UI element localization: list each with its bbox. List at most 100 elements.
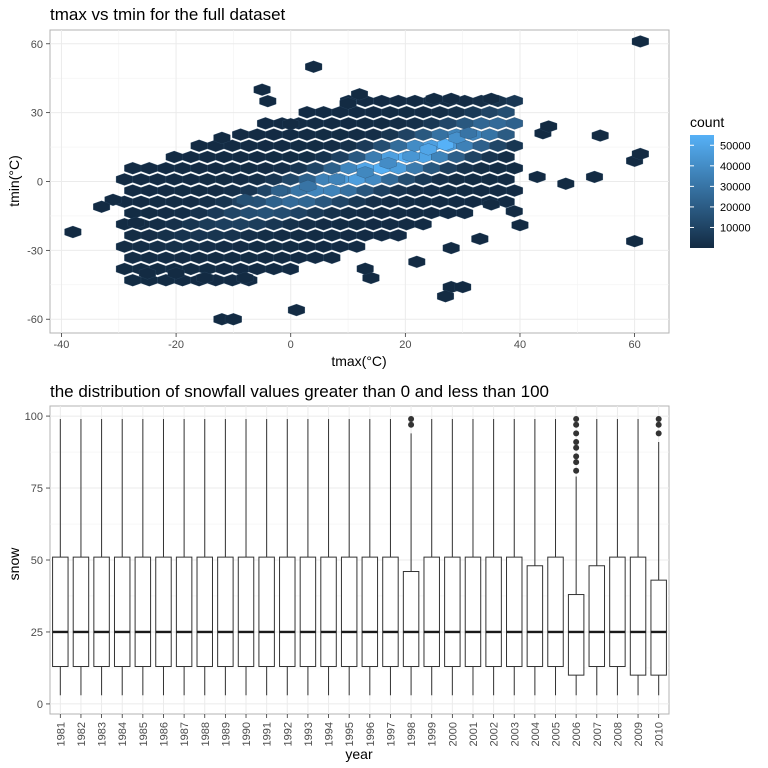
x-tick-label: 20 [399,339,411,351]
hex-cell [414,218,432,231]
box-2002 [485,418,502,696]
hex-cell [557,177,575,190]
hex-cell [506,162,523,175]
boxplot-y-label: snow [6,547,22,581]
hex-cell [459,127,477,140]
hex-cell [305,60,323,73]
hex-cell [282,118,300,131]
x-tick-label: 1982 [76,722,88,746]
outlier-point [573,438,580,445]
x-tick-label: -20 [168,339,184,351]
box-1983 [93,418,110,696]
hex-cell [328,173,346,186]
x-tick-label: 1995 [344,722,356,746]
box-iqr [547,556,564,668]
box-1997 [382,418,399,696]
x-tick-label: 40 [514,339,526,351]
outlier-point [573,453,580,460]
hexbin-cells [64,35,649,326]
hex-cell [419,143,437,156]
y-tick-label: 30 [31,108,43,120]
outlier-point [408,415,415,422]
box-iqr [196,556,213,668]
box-1992 [279,418,296,696]
box-iqr [423,556,440,668]
box-2007 [588,418,606,696]
box-1982 [72,418,90,696]
outlier-point [573,459,580,466]
hex-cell [351,88,368,101]
hex-cell [253,83,271,96]
outlier-point [655,430,662,437]
legend-ticks: 10000 20000 30000 40000 50000 [690,140,751,234]
hex-cell [402,150,420,163]
hex-cell [626,235,644,248]
box-1994 [320,418,337,696]
x-tick-label: 1998 [406,722,418,746]
hex-cell [196,271,214,285]
hex-cell [236,193,254,206]
hex-cell [505,205,523,218]
hex-cell [591,129,609,142]
y-tick-label: 50 [31,555,43,567]
x-tick-label: 1986 [158,722,170,746]
hex-cell [64,225,82,239]
x-tick-label: 2005 [551,722,563,746]
y-tick-label: -60 [27,314,43,326]
box-1990 [237,418,255,696]
hex-cell [167,267,185,280]
x-tick-label: 2006 [571,722,583,746]
hex-cell [442,92,460,105]
box-iqr [485,556,502,668]
x-tick-label: 1996 [365,722,377,746]
hex-cell [323,251,341,264]
outlier-point [573,444,580,451]
boxplot-x-label: year [345,746,373,762]
y-tick-label: 0 [37,177,43,189]
box-1988 [196,418,213,696]
y-tick-label: 75 [31,483,43,495]
box-1996 [361,418,379,696]
box-1989 [217,418,234,696]
hex-cell [104,193,122,206]
y-tick-label: 60 [31,39,43,51]
hex-cell [497,150,515,164]
hex-cell [471,232,489,245]
x-tick-label: -40 [54,339,70,351]
legend-title: count [690,114,724,130]
outlier-point [573,415,580,422]
box-iqr [217,556,234,668]
box-iqr [402,571,420,668]
box-1984 [113,418,131,696]
hex-cell [511,219,529,232]
box-iqr [444,556,461,668]
hex-cell [356,262,374,275]
hex-cell [138,267,156,280]
box-2009 [629,418,647,696]
hex-cell [506,139,523,152]
hex-cell [540,120,558,133]
box-iqr [320,556,337,668]
box-2006 [567,415,585,696]
box-iqr [609,556,626,668]
hex-cell [497,173,515,186]
box-2000 [444,418,461,696]
hex-cell [93,200,111,213]
hex-cell [437,290,454,303]
x-tick-label: 1987 [179,722,191,746]
hex-cell [356,166,374,179]
box-iqr [506,556,523,668]
boxplot-title: the distribution of snowfall values grea… [50,382,549,401]
hex-cell [528,170,546,184]
hex-cell [379,157,397,170]
x-tick-label: 2007 [592,722,604,746]
box-2004 [526,418,544,696]
hex-cell [270,184,288,197]
hex-cell [497,128,515,141]
hex-cell [224,313,242,326]
boxplot-y-ticks: 0 25 50 75 100 [25,411,50,711]
x-tick-label: 1992 [282,722,294,746]
hex-cell [287,303,305,317]
hex-cell [456,206,474,220]
